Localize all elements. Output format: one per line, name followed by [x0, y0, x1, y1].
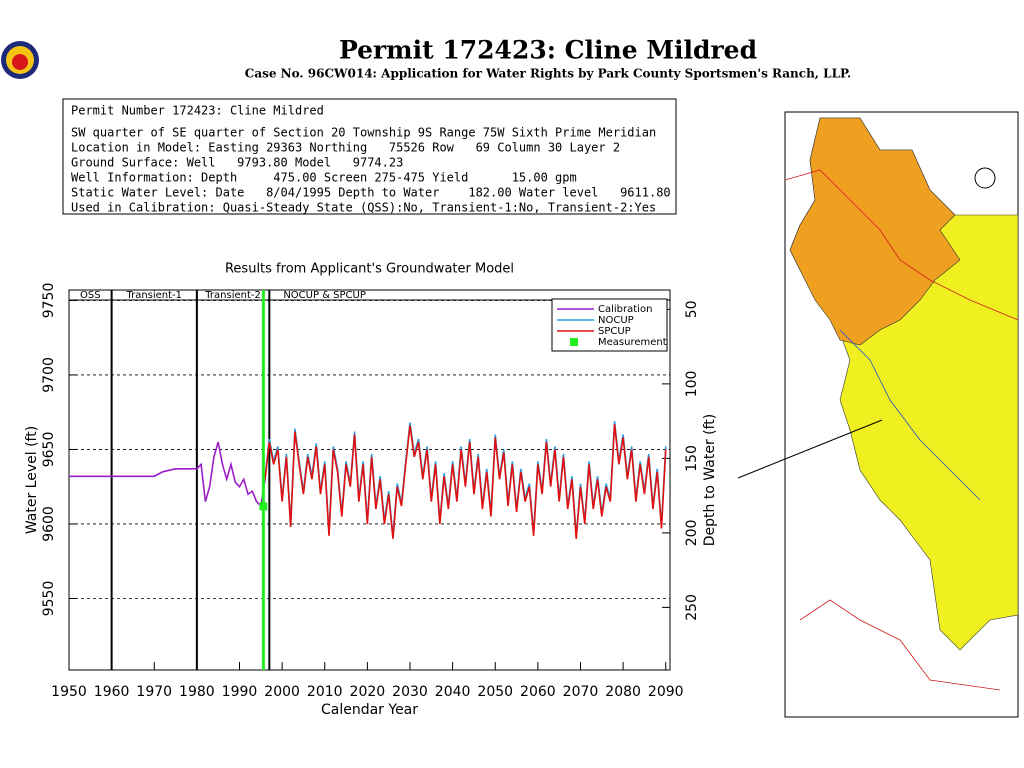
y-tick-label: 9650 [41, 432, 57, 468]
x-tick-label: 2040 [435, 684, 471, 700]
page-title: Permit 172423: Cline Mildred [339, 36, 757, 65]
y-axis-label: Water Level (ft) [24, 426, 40, 534]
map-leader [737, 419, 883, 479]
map-compass [974, 167, 996, 189]
info-box [62, 98, 677, 215]
measurement-marker [259, 502, 268, 511]
map-road [799, 599, 1001, 691]
period-label: Transient-1 [125, 290, 182, 301]
y-tick-label: 9600 [41, 506, 57, 542]
x-tick-label: 2070 [563, 684, 599, 700]
x-tick-label: 2090 [648, 684, 684, 700]
y2-axis-label: Depth to Water (ft) [702, 414, 718, 547]
legend-label: NOCUP [598, 315, 634, 326]
legend-label: SPCUP [598, 326, 631, 337]
y-tick-label: 9750 [41, 283, 57, 319]
series-line [69, 441, 266, 508]
x-tick-label: 2060 [520, 684, 556, 700]
x-axis-label: Calendar Year [321, 702, 418, 718]
x-tick-label: 1980 [179, 684, 215, 700]
map-road [784, 169, 1019, 321]
legend-label: Calibration [598, 304, 652, 315]
info-line: Permit Number 172423: Cline Mildred [71, 104, 324, 118]
y2-tick-label: 150 [684, 445, 700, 472]
info-line: Used in Calibration: Quasi-Steady State … [71, 201, 656, 215]
info-line: Static Water Level: Date 8/04/1995 Depth… [71, 186, 671, 200]
x-tick-label: 2020 [350, 684, 386, 700]
plot-area [68, 289, 671, 671]
page-subtitle: Case No. 96CW014: Application for Water … [245, 67, 851, 81]
series-line [264, 424, 667, 539]
y2-tick-label: 50 [684, 300, 700, 318]
x-tick-label: 1970 [136, 684, 172, 700]
map-river [839, 329, 981, 501]
period-label: OSS [80, 290, 101, 301]
y-tick-label: 9550 [41, 581, 57, 617]
x-tick-label: 2030 [392, 684, 428, 700]
period-label: NOCUP & SPCUP [283, 290, 366, 301]
info-line: Ground Surface: Well 9793.80 Model 9774.… [71, 156, 403, 170]
map [737, 111, 1019, 718]
info-line: SW quarter of SE quarter of Section 20 T… [71, 126, 656, 140]
info-line: Location in Model: Easting 29363 Northin… [71, 141, 620, 155]
chart-title: Results from Applicant's Groundwater Mod… [225, 262, 514, 277]
info-line: Well Information: Depth 475.00 Screen 27… [71, 171, 577, 185]
x-tick-label: 1960 [94, 684, 130, 700]
x-tick-label: 2000 [264, 684, 300, 700]
y2-tick-label: 250 [684, 594, 700, 621]
period-label: Transient-2 [204, 290, 261, 301]
x-tick-label: 1990 [222, 684, 258, 700]
logo [12, 54, 28, 70]
x-tick-label: 1950 [51, 684, 87, 700]
x-tick-label: 2080 [605, 684, 641, 700]
legend-label: Measurement [598, 337, 667, 348]
x-tick-label: 2010 [307, 684, 343, 700]
info-lines: Permit Number 172423: Cline Mildred SW qu… [71, 104, 671, 215]
y2-tick-label: 100 [684, 371, 700, 398]
y2-tick-label: 200 [684, 520, 700, 547]
map-layer-1 [789, 117, 961, 346]
x-tick-label: 2050 [477, 684, 513, 700]
legend-swatch [570, 338, 578, 346]
y-tick-label: 9700 [41, 357, 57, 393]
